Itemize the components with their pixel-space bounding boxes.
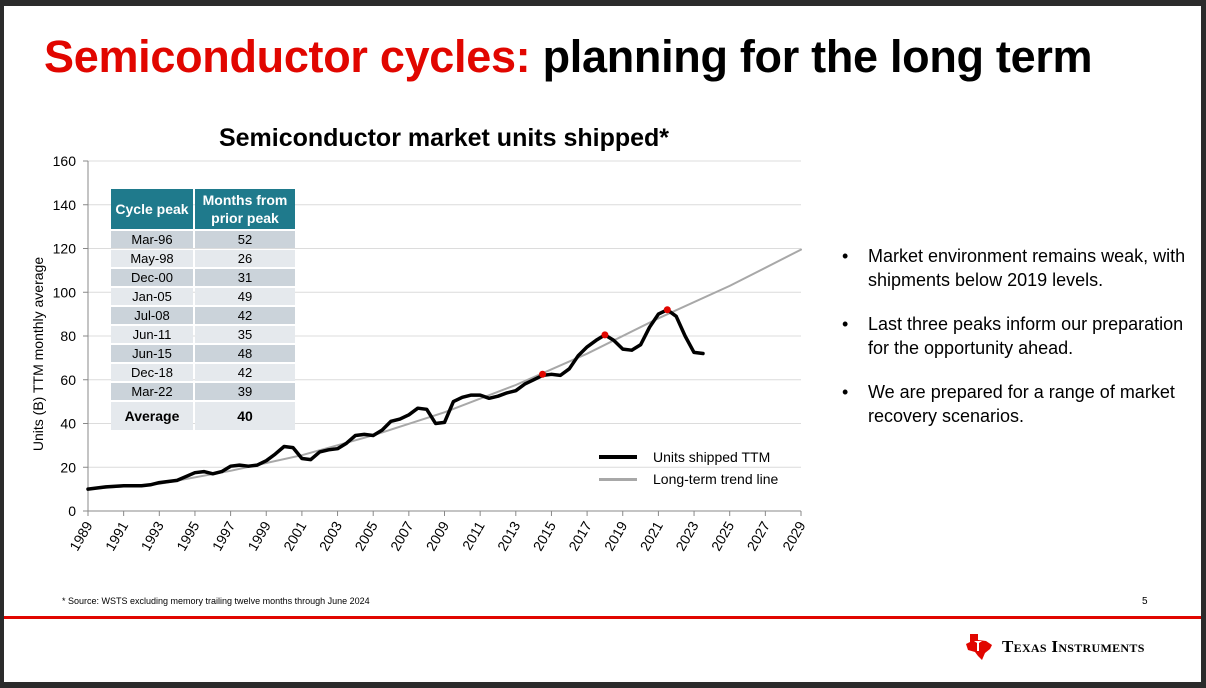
- average-value: 40: [195, 402, 295, 430]
- table-cell-months: 26: [195, 250, 295, 267]
- table-row: Jun-15 48: [111, 345, 295, 362]
- x-tick-label: 2011: [459, 518, 488, 552]
- y-tick-label: 40: [60, 416, 76, 432]
- page-number: 5: [1142, 596, 1148, 607]
- table-cell-peak: Mar-96: [111, 231, 193, 248]
- table-row: May-98 26: [111, 250, 295, 267]
- chart-legend: Units shipped TTM Long-term trend line: [599, 446, 778, 490]
- table-cell-months: 48: [195, 345, 295, 362]
- table-cell-months: 42: [195, 307, 295, 324]
- x-tick-label: 2021: [637, 518, 667, 553]
- table-header-cycle-peak: Cycle peak: [111, 189, 193, 229]
- table-cell-months: 52: [195, 231, 295, 248]
- table-cell-months: 31: [195, 269, 295, 286]
- x-tick-label: 1991: [102, 518, 132, 553]
- x-tick-label: 2025: [708, 518, 738, 553]
- legend-swatch-trend: [599, 477, 637, 481]
- table-row: Mar-22 39: [111, 383, 295, 400]
- table-header-months: Months from prior peak: [195, 189, 295, 229]
- table-cell-months: 49: [195, 288, 295, 305]
- table-cell-peak: Jun-11: [111, 326, 193, 343]
- x-tick-label: 1999: [244, 518, 274, 553]
- table-row: Jul-08 42: [111, 307, 295, 324]
- headline: Semiconductor cycles: planning for the l…: [44, 31, 1093, 83]
- cycle-peak-table: Cycle peak Months from prior peak Mar-96…: [109, 187, 297, 432]
- y-tick-label: 0: [68, 503, 76, 519]
- table-row: Dec-00 31: [111, 269, 295, 286]
- table-cell-peak: Jul-08: [111, 307, 193, 324]
- average-label: Average: [111, 402, 193, 430]
- legend-label-trend: Long-term trend line: [653, 471, 779, 487]
- x-tick-label: 2023: [672, 518, 702, 553]
- legend-label-units: Units shipped TTM: [653, 449, 771, 465]
- table-cell-months: 39: [195, 383, 295, 400]
- y-tick-label: 160: [53, 153, 77, 169]
- peak-marker: [539, 370, 547, 378]
- legend-swatch-units: [599, 455, 637, 459]
- ti-state-icon: [966, 634, 992, 660]
- table-cell-peak: Jan-05: [111, 288, 193, 305]
- bullet-item: Market environment remains weak, with sh…: [842, 244, 1192, 292]
- legend-item-units: Units shipped TTM: [599, 446, 778, 468]
- x-tick-label: 1989: [66, 518, 96, 553]
- bullet-item: Last three peaks inform our preparation …: [842, 312, 1192, 360]
- y-tick-label: 80: [60, 328, 76, 344]
- x-tick-label: 2005: [351, 518, 381, 553]
- x-tick-label: 2009: [423, 518, 453, 553]
- texas-instruments-logo: Texas Instruments: [964, 632, 1145, 662]
- table-cell-peak: Dec-18: [111, 364, 193, 381]
- table-row: Jun-11 35: [111, 326, 295, 343]
- chart-title: Semiconductor market units shipped*: [218, 124, 670, 152]
- y-tick-label: 120: [53, 241, 77, 257]
- y-tick-label: 20: [60, 459, 76, 475]
- table-cell-months: 42: [195, 364, 295, 381]
- slide: Semiconductor cycles: planning for the l…: [4, 6, 1201, 682]
- source-note: * Source: WSTS excluding memory trailing…: [62, 596, 370, 606]
- x-tick-label: 1997: [209, 518, 239, 553]
- peak-marker: [601, 331, 609, 339]
- x-tick-label: 2015: [530, 518, 560, 553]
- x-tick-label: 2007: [387, 518, 417, 553]
- table-cell-peak: Dec-00: [111, 269, 193, 286]
- x-tick-label: 2017: [565, 518, 595, 553]
- table-row: Dec-18 42: [111, 364, 295, 381]
- peak-marker: [663, 306, 671, 314]
- table-row-average: Average 40: [111, 402, 295, 430]
- headline-main: planning for the long term: [542, 31, 1093, 82]
- x-tick-label: 2027: [744, 518, 774, 553]
- x-tick-label: 1995: [173, 518, 203, 553]
- x-tick-label: 1993: [137, 518, 167, 553]
- headline-accent: Semiconductor cycles:: [44, 31, 531, 82]
- trend-line: [87, 248, 802, 491]
- table-cell-months: 35: [195, 326, 295, 343]
- bullet-list: Market environment remains weak, with sh…: [842, 244, 1192, 448]
- x-tick-label: 2001: [280, 518, 310, 553]
- table-row: Mar-96 52: [111, 231, 295, 248]
- bullet-item: We are prepared for a range of market re…: [842, 380, 1192, 428]
- table-cell-peak: Mar-22: [111, 383, 193, 400]
- table-row: Jan-05 49: [111, 288, 295, 305]
- legend-item-trend: Long-term trend line: [599, 468, 778, 490]
- y-tick-label: 60: [60, 372, 76, 388]
- brand-name: Texas Instruments: [1002, 637, 1145, 656]
- x-tick-label: 2003: [316, 518, 346, 553]
- x-tick-label: 2029: [779, 518, 809, 553]
- footer-divider: [4, 616, 1201, 619]
- x-tick-label: 2019: [601, 518, 631, 553]
- x-tick-label: 2013: [494, 518, 524, 553]
- y-tick-label: 140: [53, 197, 77, 213]
- y-tick-label: 100: [53, 284, 77, 300]
- table-cell-peak: Jun-15: [111, 345, 193, 362]
- table-cell-peak: May-98: [111, 250, 193, 267]
